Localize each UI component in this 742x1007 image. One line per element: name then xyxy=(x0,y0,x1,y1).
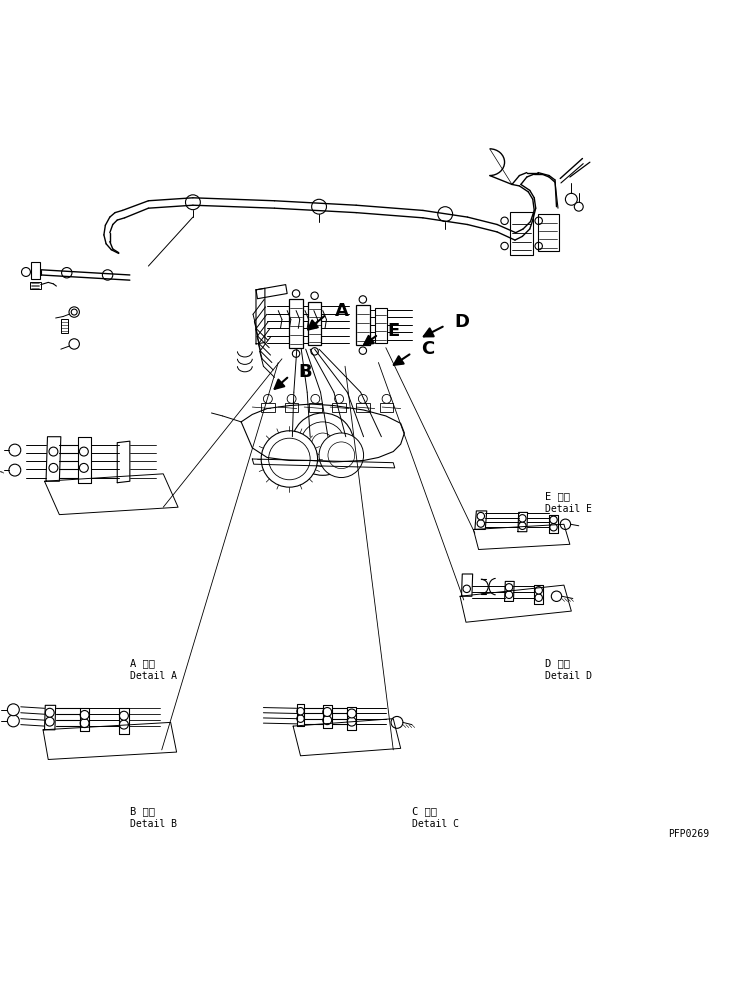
Circle shape xyxy=(45,708,54,717)
Circle shape xyxy=(347,717,356,726)
Circle shape xyxy=(565,193,577,205)
Bar xyxy=(289,299,303,347)
Circle shape xyxy=(9,444,21,456)
Text: E 詳細: E 詳細 xyxy=(545,491,571,501)
Circle shape xyxy=(535,594,542,601)
Text: Detail B: Detail B xyxy=(130,819,177,829)
Circle shape xyxy=(359,347,367,354)
Circle shape xyxy=(80,719,89,728)
Text: B: B xyxy=(298,364,312,382)
Circle shape xyxy=(69,307,79,317)
Bar xyxy=(380,404,393,412)
Circle shape xyxy=(287,395,296,404)
Circle shape xyxy=(269,438,310,479)
Text: C 詳細: C 詳細 xyxy=(412,807,437,817)
Text: A: A xyxy=(335,301,349,319)
Circle shape xyxy=(391,716,403,728)
Text: D: D xyxy=(454,313,469,330)
Bar xyxy=(31,263,40,279)
Circle shape xyxy=(292,349,300,357)
Circle shape xyxy=(119,711,128,720)
Bar xyxy=(285,404,298,412)
Circle shape xyxy=(550,524,557,531)
Circle shape xyxy=(49,463,58,472)
Circle shape xyxy=(79,447,88,456)
Bar xyxy=(356,305,370,345)
Circle shape xyxy=(359,296,367,303)
Circle shape xyxy=(535,243,542,250)
Circle shape xyxy=(22,268,30,277)
Circle shape xyxy=(80,711,89,719)
Text: D 詳細: D 詳細 xyxy=(545,658,571,668)
Text: Detail D: Detail D xyxy=(545,671,592,681)
Circle shape xyxy=(71,309,77,315)
Bar xyxy=(356,404,370,412)
Circle shape xyxy=(312,433,334,455)
Circle shape xyxy=(312,199,326,214)
Circle shape xyxy=(7,704,19,716)
Bar xyxy=(510,211,533,255)
Circle shape xyxy=(477,513,485,520)
Circle shape xyxy=(347,709,356,718)
Circle shape xyxy=(186,194,200,209)
Circle shape xyxy=(505,584,513,591)
Circle shape xyxy=(102,270,113,280)
Circle shape xyxy=(463,585,470,592)
Bar xyxy=(375,307,387,343)
Circle shape xyxy=(328,442,355,468)
Text: Detail A: Detail A xyxy=(130,671,177,681)
Text: E: E xyxy=(387,321,400,339)
Circle shape xyxy=(9,464,21,476)
Circle shape xyxy=(297,708,304,715)
Text: B 詳細: B 詳細 xyxy=(130,807,155,817)
Circle shape xyxy=(45,717,54,726)
Circle shape xyxy=(49,447,58,456)
Circle shape xyxy=(501,218,508,225)
Circle shape xyxy=(560,519,571,530)
Circle shape xyxy=(535,218,542,225)
Circle shape xyxy=(358,395,367,404)
Text: Detail C: Detail C xyxy=(412,819,459,829)
Circle shape xyxy=(323,708,332,716)
Text: PFP0269: PFP0269 xyxy=(668,829,709,839)
Circle shape xyxy=(311,347,318,355)
Circle shape xyxy=(292,413,354,475)
Bar xyxy=(309,404,322,412)
Circle shape xyxy=(382,395,391,404)
Circle shape xyxy=(535,587,542,594)
Circle shape xyxy=(311,395,320,404)
Bar xyxy=(61,319,68,333)
Text: C: C xyxy=(421,340,434,358)
Circle shape xyxy=(311,292,318,299)
Circle shape xyxy=(301,422,345,466)
Circle shape xyxy=(477,520,485,528)
Circle shape xyxy=(438,206,453,222)
Circle shape xyxy=(519,515,526,522)
Circle shape xyxy=(292,290,300,297)
Text: Detail E: Detail E xyxy=(545,504,592,514)
Circle shape xyxy=(519,522,526,530)
Circle shape xyxy=(62,268,72,278)
Circle shape xyxy=(501,243,508,250)
Circle shape xyxy=(505,591,513,598)
Circle shape xyxy=(335,395,344,404)
Circle shape xyxy=(574,202,583,211)
Circle shape xyxy=(323,716,332,725)
Bar xyxy=(538,214,559,251)
Bar xyxy=(261,404,275,412)
Circle shape xyxy=(79,463,88,472)
Bar xyxy=(308,302,321,345)
Circle shape xyxy=(319,433,364,477)
Text: A 詳細: A 詳細 xyxy=(130,658,155,668)
Bar xyxy=(30,282,41,289)
Circle shape xyxy=(7,715,19,727)
Circle shape xyxy=(261,431,318,487)
Circle shape xyxy=(297,715,304,722)
Bar xyxy=(332,404,346,412)
Circle shape xyxy=(551,591,562,601)
Circle shape xyxy=(69,338,79,349)
Circle shape xyxy=(550,517,557,524)
Circle shape xyxy=(263,395,272,404)
Circle shape xyxy=(119,720,128,729)
